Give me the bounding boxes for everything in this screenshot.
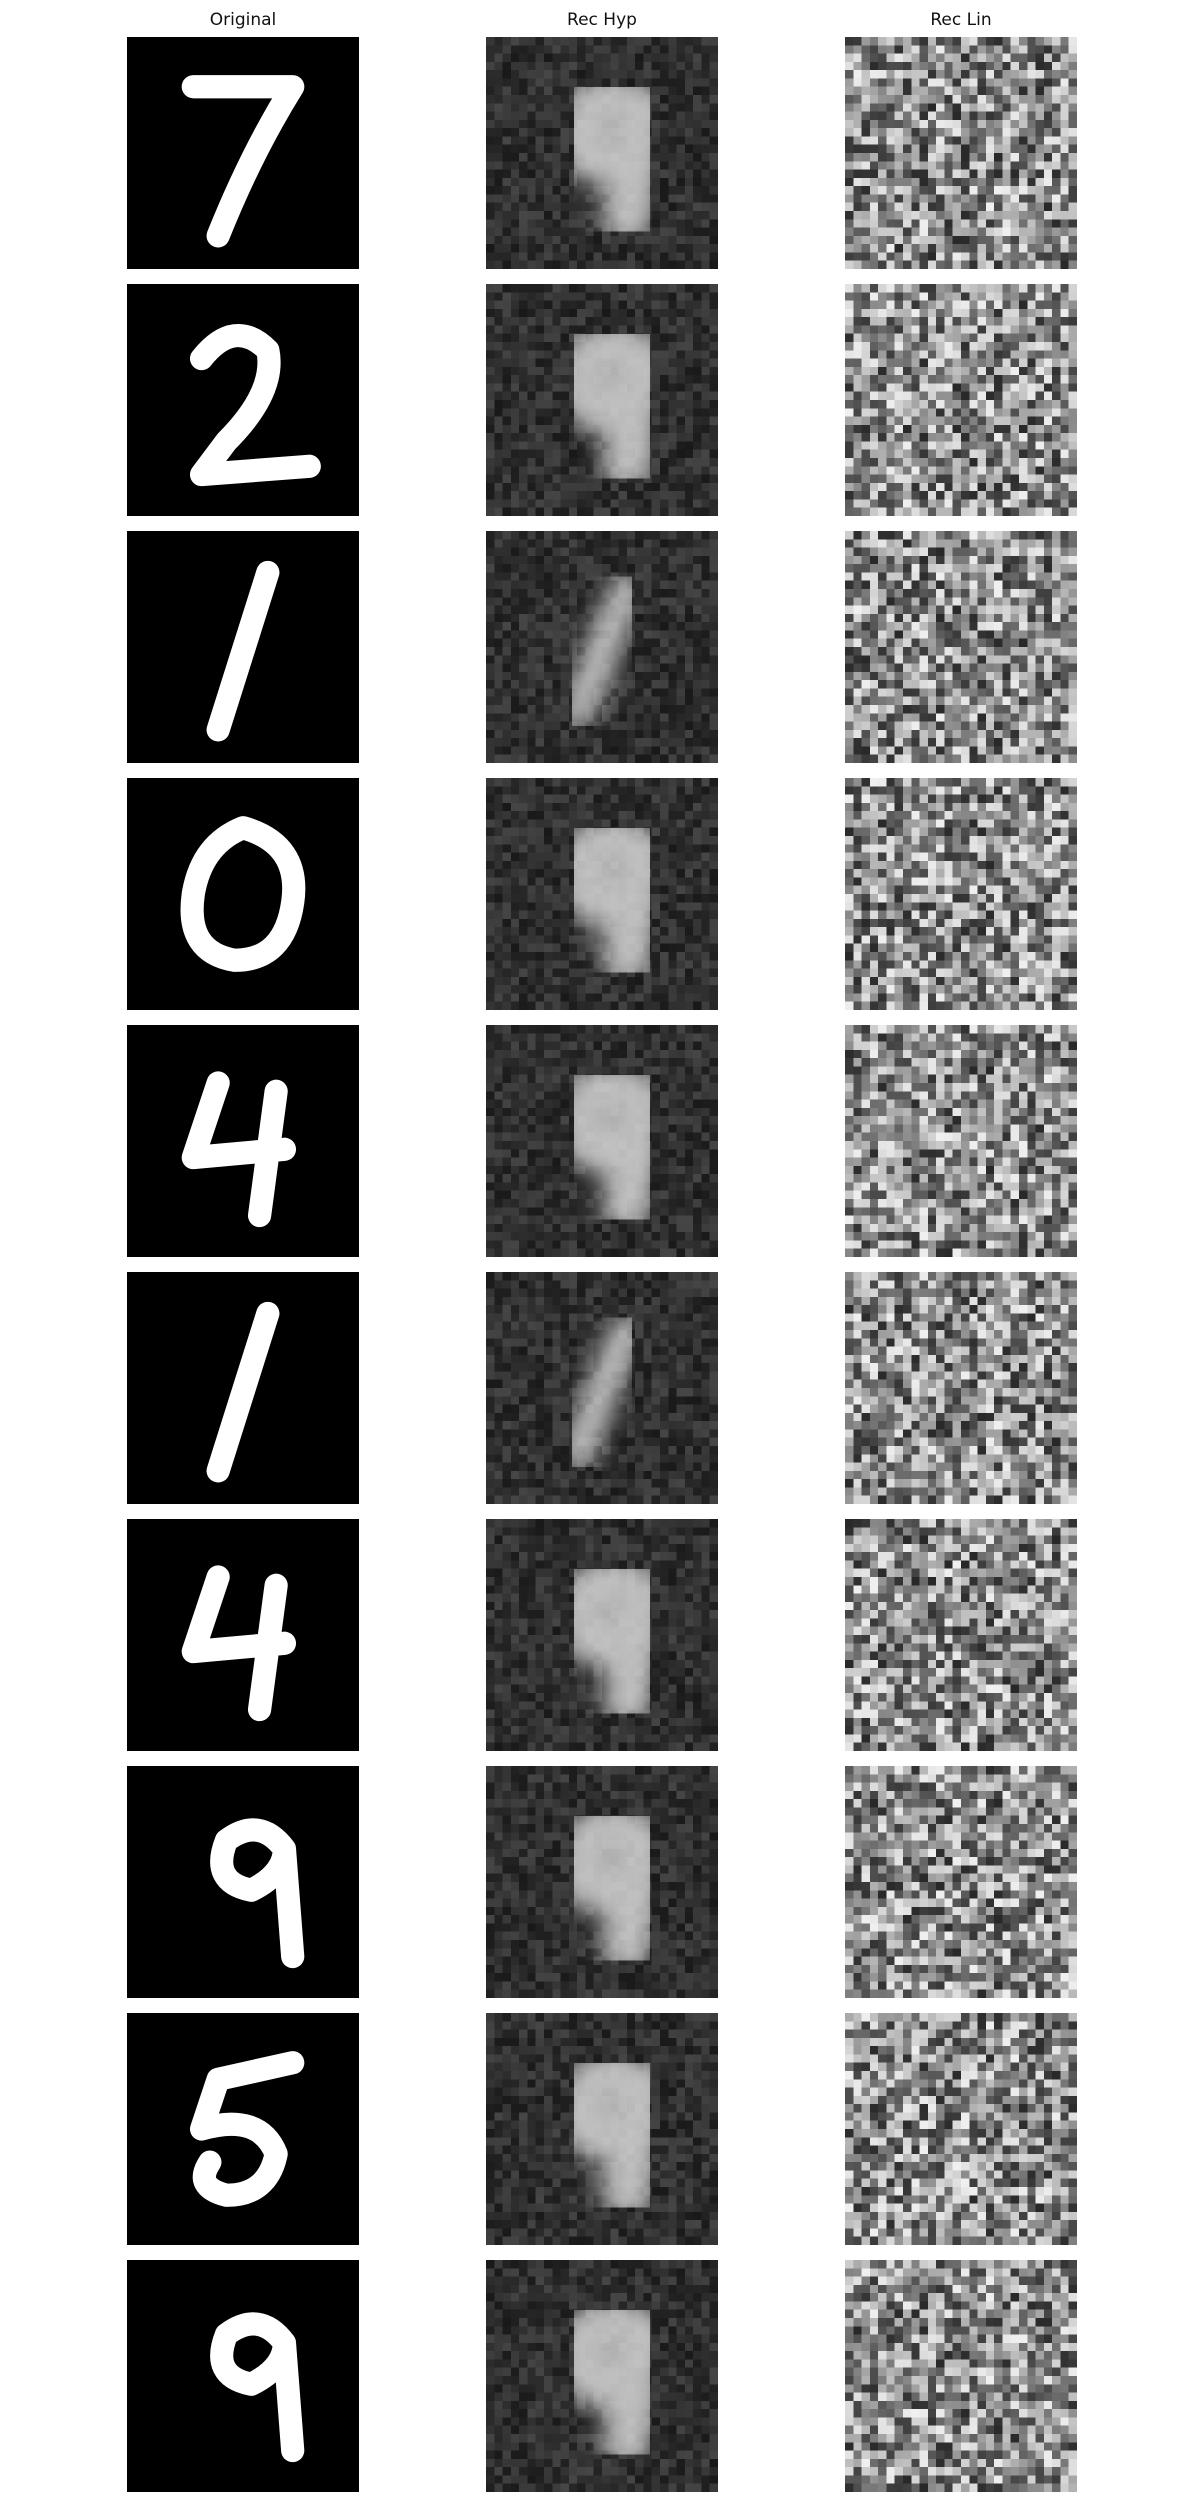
- rec-lin-image-row-2: [845, 284, 1077, 516]
- rec-lin-image-row-5: [845, 1025, 1077, 1257]
- rec-hyp-image-row-10: [486, 2260, 718, 2492]
- rec-hyp-image-row-1: [486, 37, 718, 269]
- rec-lin-image-row-3: [845, 531, 1077, 763]
- rec-hyp-image-row-9: [486, 2013, 718, 2245]
- rec-lin-image-row-8: [845, 1766, 1077, 1998]
- rec-hyp-image-row-5: [486, 1025, 718, 1257]
- rec-lin-image-row-9: [845, 2013, 1077, 2245]
- rec-hyp-image-row-6: [486, 1272, 718, 1504]
- col-title-rec-hyp: Rec Hyp: [567, 10, 637, 30]
- rec-hyp-image-row-7: [486, 1519, 718, 1751]
- original-image-row-10: [127, 2260, 359, 2492]
- rec-lin-image-row-7: [845, 1519, 1077, 1751]
- rec-lin-image-row-1: [845, 37, 1077, 269]
- original-image-row-3: [127, 531, 359, 763]
- rec-lin-image-row-4: [845, 778, 1077, 1010]
- rec-hyp-image-row-8: [486, 1766, 718, 1998]
- col-title-original: Original: [209, 10, 277, 30]
- rec-lin-image-row-10: [845, 2260, 1077, 2492]
- original-image-row-4: [127, 778, 359, 1010]
- original-image-row-8: [127, 1766, 359, 1998]
- original-image-row-2: [127, 284, 359, 516]
- original-image-row-7: [127, 1519, 359, 1751]
- col-title-rec-lin: Rec Lin: [930, 10, 992, 30]
- original-image-row-5: [127, 1025, 359, 1257]
- original-image-row-1: [127, 37, 359, 269]
- rec-hyp-image-row-4: [486, 778, 718, 1010]
- rec-hyp-image-row-2: [486, 284, 718, 516]
- rec-hyp-image-row-3: [486, 531, 718, 763]
- original-image-row-9: [127, 2013, 359, 2245]
- rec-lin-image-row-6: [845, 1272, 1077, 1504]
- original-image-row-6: [127, 1272, 359, 1504]
